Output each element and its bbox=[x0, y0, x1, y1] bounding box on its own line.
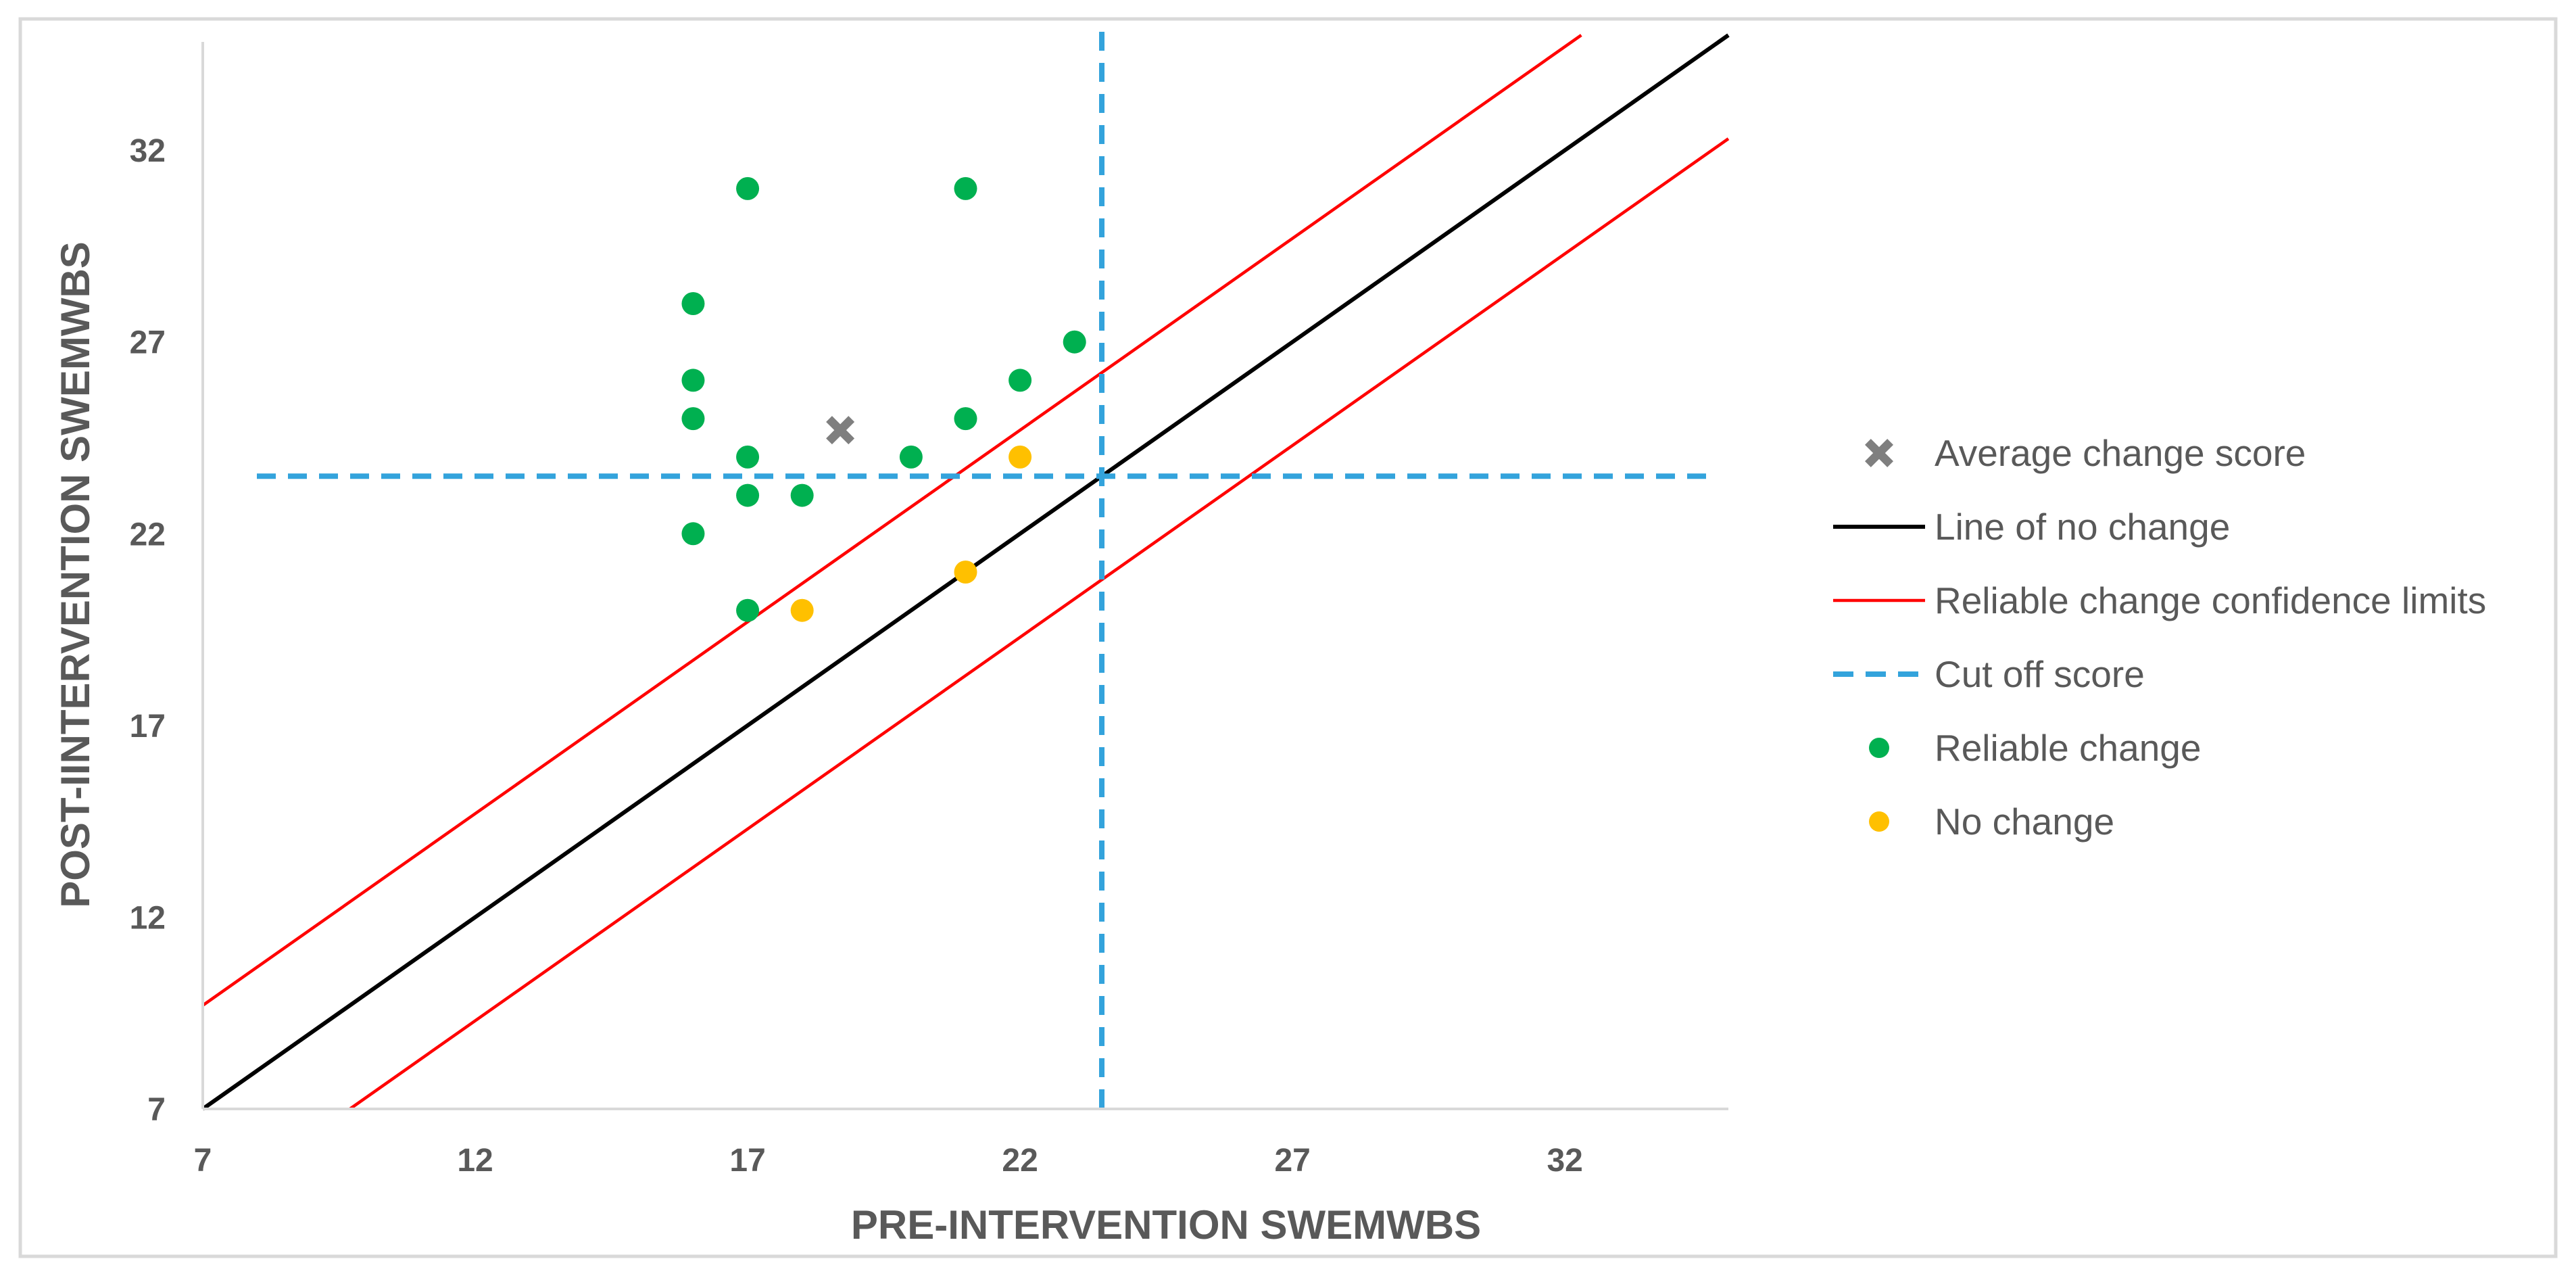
x-axis-title: PRE-INTERVENTION SWEMWBS bbox=[851, 1202, 1481, 1248]
lower-confidence-limit-line bbox=[349, 137, 1730, 1110]
legend-item: No change bbox=[1869, 801, 2114, 843]
reliable-change-point bbox=[954, 176, 977, 200]
y-axis-title: POST-IINTERVENTION SWEMWBS bbox=[53, 241, 98, 908]
legend-label: Reliable change confidence limits bbox=[1935, 579, 2486, 621]
y-tick-label: 22 bbox=[130, 517, 166, 552]
plot-points bbox=[681, 176, 1086, 622]
legend-reliable-change-dot-icon bbox=[1869, 738, 1889, 758]
reliable-change-point bbox=[681, 292, 705, 315]
reliable-change-point bbox=[1008, 369, 1032, 392]
x-tick-label: 7 bbox=[194, 1143, 212, 1179]
reliable-change-point bbox=[899, 445, 923, 469]
no-change-point bbox=[790, 598, 814, 622]
legend-item: Line of no change bbox=[1833, 506, 2230, 548]
reliable-change-point bbox=[736, 483, 760, 507]
x-tick-label: 12 bbox=[457, 1143, 493, 1179]
y-tick-label: 12 bbox=[130, 900, 166, 936]
y-tick-label: 17 bbox=[130, 709, 166, 744]
legend-item: Reliable change confidence limits bbox=[1833, 579, 2486, 621]
chart-border bbox=[18, 17, 2558, 1258]
reliable-change-point bbox=[954, 407, 977, 431]
no-change-point bbox=[954, 561, 977, 584]
reliable-change-point bbox=[681, 369, 705, 392]
no-change-point bbox=[1008, 445, 1032, 469]
legend: Average change score Line of no change Rel… bbox=[1833, 432, 2486, 843]
reliable-change-point bbox=[681, 522, 705, 546]
reliable-change-point bbox=[1063, 330, 1086, 354]
reliable-change-point bbox=[736, 445, 760, 469]
x-tick-label: 17 bbox=[729, 1143, 765, 1179]
plot-axes bbox=[201, 42, 1728, 1110]
legend-item: Cut off score bbox=[1833, 653, 2145, 695]
x-tick-label: 27 bbox=[1274, 1143, 1310, 1179]
reliable-change-point bbox=[736, 176, 760, 200]
legend-average-change-icon-shape bbox=[1865, 439, 1893, 467]
reliable-change-point bbox=[790, 483, 814, 507]
tick-labels: 7 12 17 22 27 32 7 12 17 22 27 32 bbox=[130, 133, 1583, 1179]
legend-item: Average change score bbox=[1865, 432, 2306, 474]
legend-label: Average change score bbox=[1935, 432, 2306, 474]
legend-label: Cut off score bbox=[1935, 653, 2145, 695]
upper-confidence-limit-line bbox=[201, 34, 1582, 1007]
legend-label: No change bbox=[1935, 801, 2114, 843]
x-tick-label: 32 bbox=[1547, 1143, 1582, 1179]
reliable-change-point bbox=[681, 407, 705, 431]
legend-label: Line of no change bbox=[1935, 506, 2230, 548]
reliable-change-point bbox=[736, 598, 760, 622]
legend-average-change-icon bbox=[1865, 439, 1893, 467]
y-tick-label: 27 bbox=[130, 325, 166, 361]
legend-label: Reliable change bbox=[1935, 727, 2201, 769]
legend-no-change-dot-icon bbox=[1869, 811, 1889, 832]
y-tick-label: 7 bbox=[147, 1092, 166, 1128]
legend-item: Reliable change bbox=[1869, 727, 2201, 769]
average-change-marker bbox=[826, 416, 855, 445]
average-change-marker-shape bbox=[826, 416, 855, 445]
y-tick-label: 32 bbox=[130, 133, 166, 169]
x-tick-label: 22 bbox=[1002, 1143, 1038, 1179]
